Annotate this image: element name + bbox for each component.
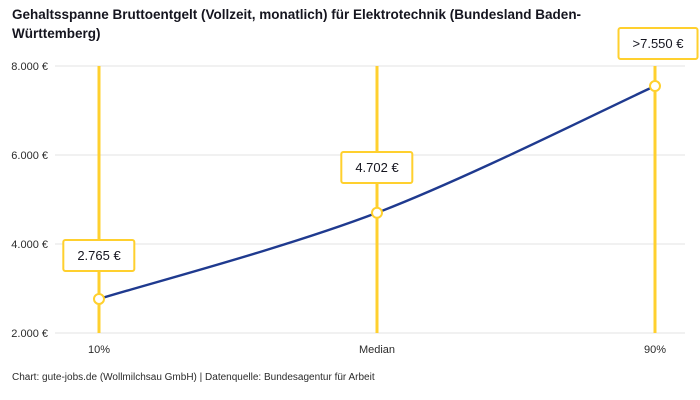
x-tick-label: 10% <box>88 344 110 356</box>
x-tick-label: 90% <box>644 344 666 356</box>
value-label-median: 4.702 € <box>340 151 414 184</box>
chart-title: Gehaltsspanne Bruttoentgelt (Vollzeit, m… <box>12 7 582 41</box>
data-point-marker <box>649 80 661 93</box>
y-tick-label: 2.000 € <box>11 328 48 340</box>
y-tick-label: 4.000 € <box>11 239 48 251</box>
value-label-p10: 2.765 € <box>62 239 136 272</box>
value-label-p90: >7.550 € <box>617 27 699 60</box>
x-tick-label: Median <box>359 344 395 356</box>
chart-footer: Chart: gute-jobs.de (Wollmilchsau GmbH) … <box>12 372 375 383</box>
chart-svg: 2.000 € 4.000 € 6.000 € 8.000 € 10% Median 90% <box>11 61 685 356</box>
data-point-marker <box>371 206 383 219</box>
y-tick-label: 8.000 € <box>11 61 48 73</box>
y-tick-label: 6.000 € <box>11 150 48 162</box>
data-point-marker <box>93 292 105 305</box>
